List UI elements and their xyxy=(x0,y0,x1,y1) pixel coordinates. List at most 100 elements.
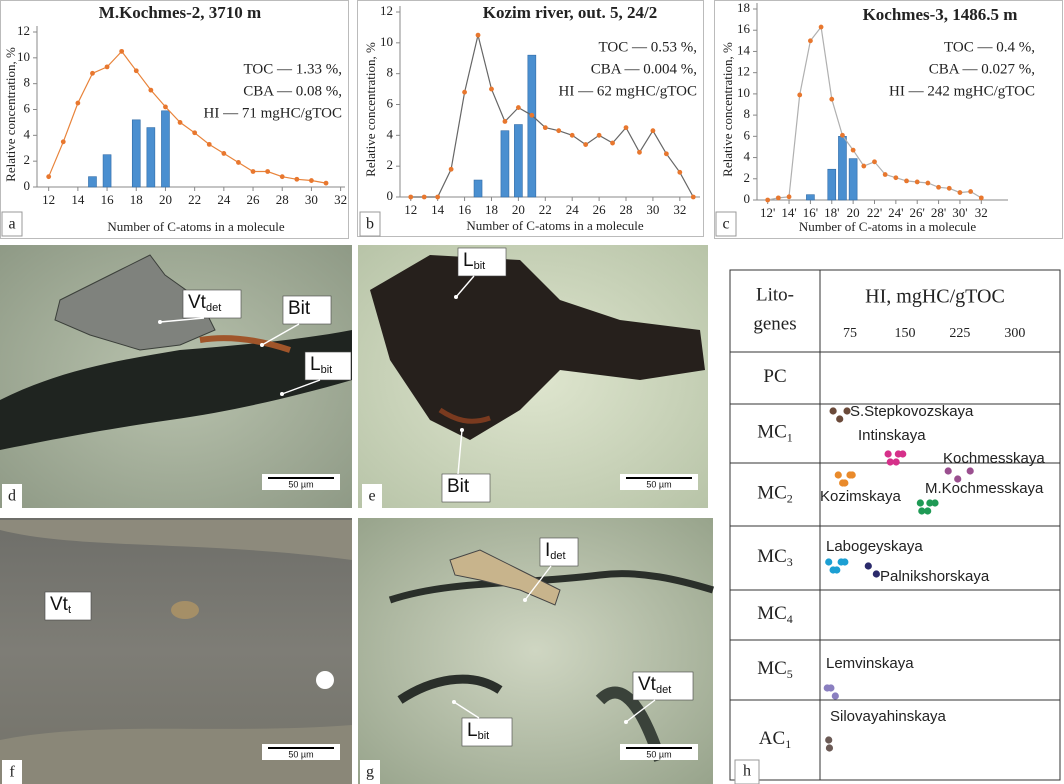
point xyxy=(206,141,212,147)
point xyxy=(623,125,629,131)
point xyxy=(221,151,227,156)
x-tick-label: 14' xyxy=(781,205,796,220)
photo-label: Lbit xyxy=(463,250,485,272)
panel-letter: c xyxy=(722,216,729,233)
row-label: MC2 xyxy=(757,483,793,505)
bar xyxy=(827,168,837,201)
photo-label: Bit xyxy=(447,476,470,497)
point xyxy=(475,32,481,38)
point xyxy=(775,195,781,201)
scale-label: 50 µm xyxy=(288,749,313,759)
group-label: Kochmesskaya xyxy=(943,450,1045,467)
x-tick-label: 32 xyxy=(975,205,988,220)
group-label: M.Kochmesskaya xyxy=(925,480,1044,497)
point xyxy=(236,160,241,165)
panel-border xyxy=(714,0,1063,239)
label-arrow xyxy=(159,317,205,323)
hi-tick-label: 300 xyxy=(1004,326,1025,341)
point xyxy=(808,38,813,44)
y-tick-label: 10 xyxy=(380,34,393,49)
label-arrow xyxy=(455,275,475,298)
label-arrow xyxy=(524,565,552,601)
hi-dot xyxy=(825,736,833,744)
point xyxy=(177,120,183,125)
photo-label: Vtdet xyxy=(188,292,221,314)
point xyxy=(797,92,803,98)
chart-title: M.Kochmes-2, 3710 m xyxy=(99,3,261,22)
x-tick-label: 14 xyxy=(71,192,85,207)
bar xyxy=(102,154,112,188)
axis-title: HI, mgHC/gTOC xyxy=(865,286,1005,308)
point xyxy=(957,190,963,195)
row-label-main: PC xyxy=(763,366,786,387)
panel-letter-box xyxy=(2,484,22,508)
hi-tick-label: 75 xyxy=(843,326,857,341)
bar xyxy=(806,194,815,201)
panel-border xyxy=(0,0,349,239)
row-label-sub: 4 xyxy=(787,612,793,626)
point xyxy=(489,86,494,92)
photo-label-sub: bit xyxy=(321,364,333,376)
annotation: CBA — 0.004 %, xyxy=(591,61,697,77)
y-tick-label: 2 xyxy=(744,170,751,185)
panel-letter-box xyxy=(715,211,737,237)
bar xyxy=(514,124,523,198)
x-tick-label: 16' xyxy=(803,205,818,220)
label-box xyxy=(282,295,332,325)
line xyxy=(410,34,694,198)
x-tick-label: 26' xyxy=(910,205,925,220)
hi-dot xyxy=(829,566,837,574)
y-tick-label: 12 xyxy=(737,64,750,79)
scale-label: 50 µm xyxy=(288,479,313,489)
x-tick-label: 24 xyxy=(217,192,231,207)
annotation: CBA — 0.08 %, xyxy=(243,83,342,99)
panel-letter: g xyxy=(366,764,374,781)
x-tick-label: 30 xyxy=(646,202,659,217)
panel-letter-box xyxy=(360,760,380,784)
x-tick-label: 22 xyxy=(188,192,201,207)
y-axis-label: Relative concentration, % xyxy=(363,42,378,177)
x-tick-label: 18 xyxy=(130,192,143,207)
point xyxy=(829,96,835,102)
y-tick-label: 8 xyxy=(24,75,31,90)
point xyxy=(309,178,314,183)
x-tick-label: 28 xyxy=(620,202,633,217)
label-arrow-head xyxy=(454,295,458,299)
photo-label-sub: bit xyxy=(478,730,490,742)
panel-letter-box xyxy=(734,759,760,784)
point xyxy=(925,180,931,186)
point xyxy=(448,166,454,172)
point xyxy=(542,125,548,131)
panel-letter: f xyxy=(9,764,15,781)
row-label: MC1 xyxy=(757,422,793,444)
hi-dot xyxy=(843,407,851,415)
annotation: TOC — 0.4 %, xyxy=(944,39,1035,55)
photo-label-main: L xyxy=(467,720,478,741)
x-tick-label: 12' xyxy=(760,205,775,220)
point xyxy=(968,189,974,194)
panel-letter: a xyxy=(8,216,15,233)
point xyxy=(978,195,984,201)
label-arrow xyxy=(625,699,656,723)
row-label-main: MC xyxy=(757,603,787,624)
photo-e xyxy=(358,245,708,508)
point xyxy=(421,194,427,200)
x-axis-label: Number of C-atoms in a molecule xyxy=(107,219,284,234)
x-tick-label: 18' xyxy=(824,205,839,220)
point xyxy=(850,147,856,153)
bar xyxy=(838,136,847,201)
point xyxy=(294,176,300,182)
annotation: TOC — 0.53 %, xyxy=(599,39,697,55)
photo-label: Bit xyxy=(288,298,311,319)
label-arrow-head xyxy=(260,343,264,347)
scale-label: 50 µm xyxy=(646,479,671,489)
hi-dot xyxy=(827,684,835,692)
x-tick-label: 18 xyxy=(485,202,498,217)
point xyxy=(529,112,535,118)
group-label: Palnikshorskaya xyxy=(880,568,990,585)
hi-dot xyxy=(829,407,837,415)
x-tick-label: 30' xyxy=(952,205,967,220)
photo-label-main: Vt xyxy=(50,594,69,615)
point xyxy=(90,70,95,76)
photo-label-main: Bit xyxy=(447,476,470,497)
